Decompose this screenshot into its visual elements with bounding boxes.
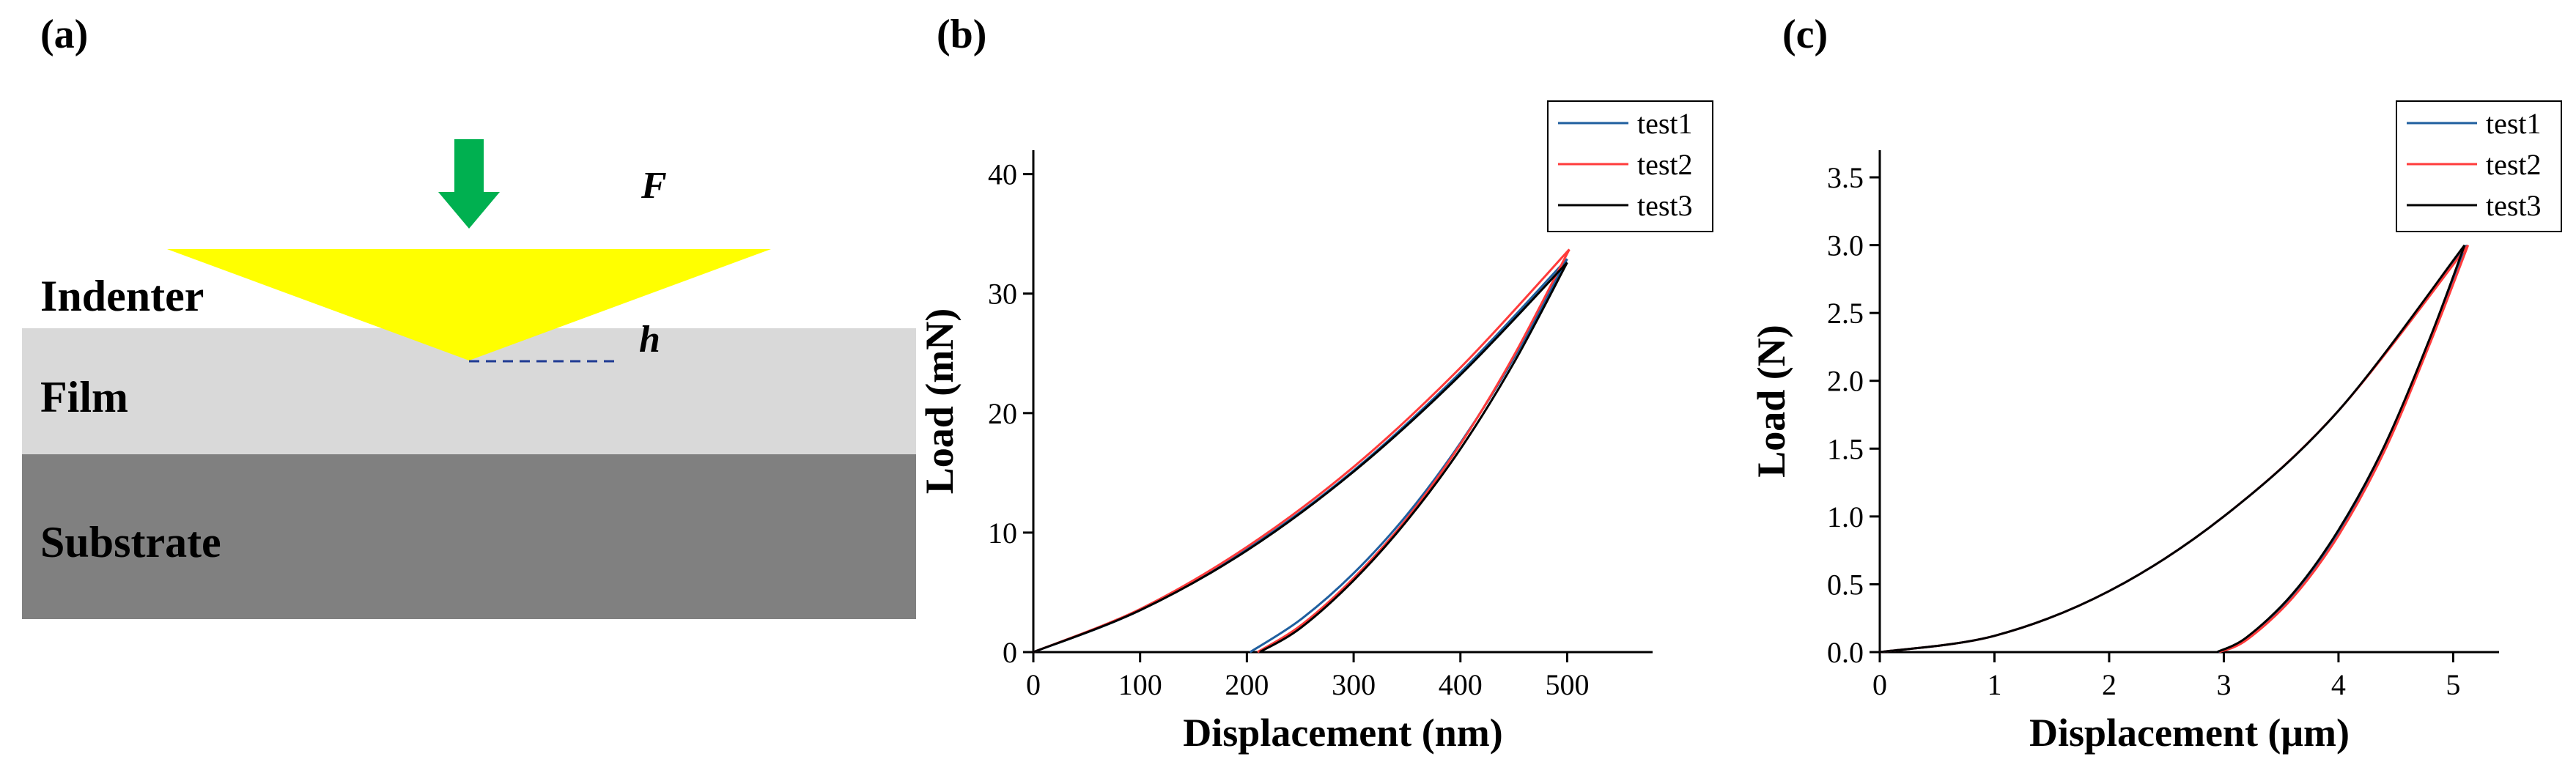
legend-label-test3: test3 (2486, 189, 2542, 222)
force-label: F (641, 165, 667, 207)
y-tick-label: 2.5 (1827, 297, 1864, 330)
y-tick-label: 40 (988, 158, 1017, 191)
legend-label-test2: test2 (2486, 148, 2542, 181)
series-test1-loading-line (1033, 258, 1568, 654)
x-tick-label: 1 (1987, 668, 2001, 701)
legend-label-test1: test1 (2486, 107, 2542, 140)
panel-a-schematic: (a) F h Indenter Film Substrate (22, 12, 916, 619)
y-tick-label: 10 (988, 517, 1017, 550)
series-test1-unloading-line (1249, 258, 1568, 654)
indenter-label: Indenter (40, 272, 204, 320)
x-tick-label: 0 (1026, 668, 1041, 701)
series-test2-loading-line (1879, 244, 2469, 654)
legend-label-test2: test2 (1637, 148, 1693, 181)
legend-label-test1: test1 (1637, 107, 1693, 140)
x-tick-label: 200 (1225, 668, 1269, 701)
force-arrow (438, 139, 500, 229)
series-test2-unloading-line (2218, 245, 2470, 654)
series-test2-unloading-line (1257, 248, 1571, 654)
chart-b: 0 100 200 300 400 500 0 10 20 30 40 Displacement (n… (918, 100, 1713, 755)
y-tick-label: 20 (988, 397, 1017, 430)
y-tick-label: 1.5 (1827, 432, 1864, 465)
substrate-layer (22, 454, 916, 619)
depth-label: h (639, 319, 660, 360)
x-tick-label: 0 (1872, 668, 1887, 701)
x-tick-label: 400 (1439, 668, 1483, 701)
series-test1-unloading-line (2217, 245, 2468, 654)
y-tick-label: 1.0 (1827, 500, 1864, 533)
series-test1-loading-line (1879, 244, 2468, 654)
y-tick-label: 0.5 (1827, 568, 1864, 601)
x-tick-label: 2 (2102, 668, 2116, 701)
series-test2-loading-line (1033, 248, 1571, 654)
x-tick-label: 300 (1332, 668, 1376, 701)
y-axis-title: Load (N) (1749, 325, 1793, 478)
y-tick-label: 0 (1003, 636, 1017, 669)
indenter-triangle (167, 249, 771, 360)
series-test3-loading-line (1033, 262, 1568, 654)
series-test3-unloading-line (2216, 245, 2466, 654)
substrate-label: Substrate (40, 518, 221, 566)
y-tick-label: 30 (988, 278, 1017, 311)
panel-b-label: (b) (937, 12, 986, 57)
series-test3-loading-line (1879, 244, 2466, 654)
x-tick-label: 3 (2216, 668, 2231, 701)
film-label: Film (40, 373, 128, 421)
x-tick-label: 100 (1118, 668, 1162, 701)
x-axis-title: Displacement (μm) (2029, 711, 2350, 755)
panel-a-label: (a) (40, 12, 88, 57)
series-test3-unloading-line (1259, 262, 1568, 654)
x-tick-label: 500 (1545, 668, 1589, 701)
y-axis-title: Load (mN) (918, 308, 962, 495)
x-tick-label: 5 (2446, 668, 2460, 701)
x-tick-label: 4 (2331, 668, 2346, 701)
y-tick-label: 3.5 (1827, 161, 1864, 194)
legend-label-test3: test3 (1637, 189, 1693, 222)
legend-box (1547, 100, 1713, 232)
y-tick-label: 2.0 (1827, 365, 1864, 398)
panel-c-label: (c) (1782, 12, 1828, 57)
y-tick-label: 0.0 (1827, 636, 1864, 669)
x-axis-title: Displacement (nm) (1183, 711, 1502, 755)
chart-c: 0 1 2 3 4 5 0.0 0.5 1.0 1.5 2.0 2.5 3.0 3.5 Displaceme… (1749, 100, 2562, 755)
y-tick-label: 3.0 (1827, 229, 1864, 262)
